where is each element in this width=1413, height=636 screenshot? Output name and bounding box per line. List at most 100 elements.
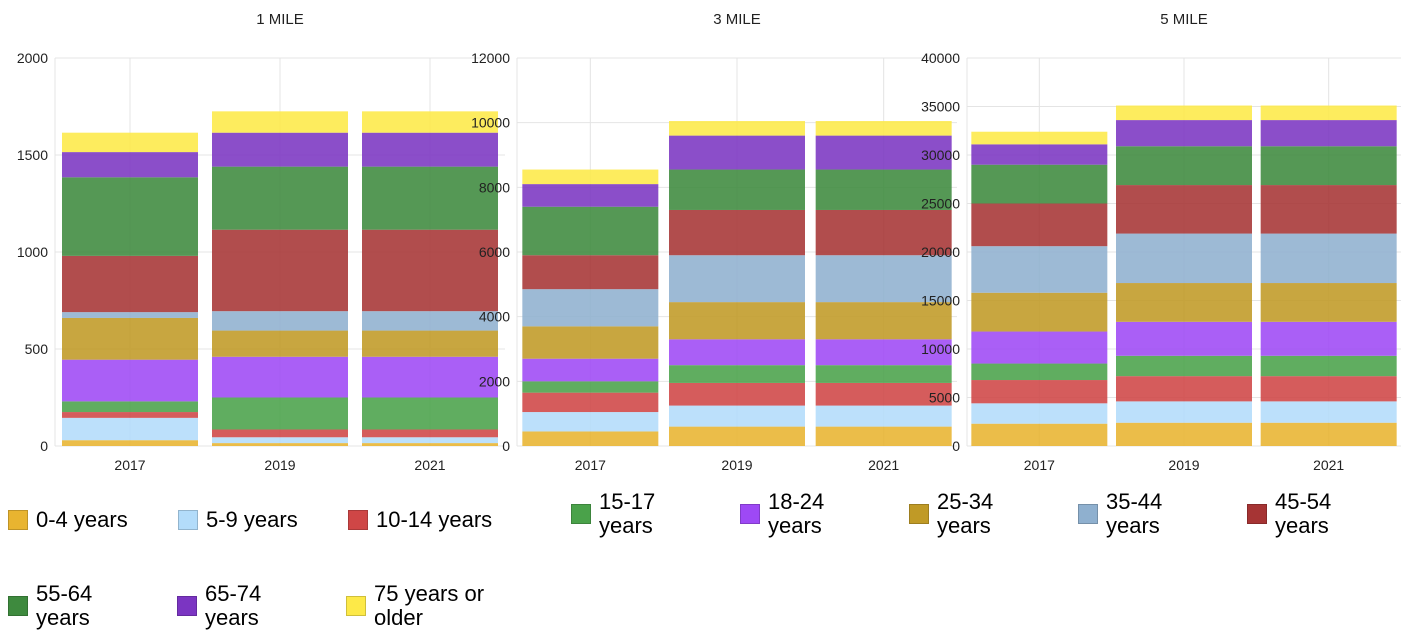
y-tick-label: 1000 [17,244,48,260]
bar-segment: 45-54 years: 420 [212,229,348,312]
bar-segment: 35-44 years: 30 [62,312,198,318]
legend-item-10-14[interactable]: 10-14 years [348,508,492,532]
bar-segment: 25-34 years: 1000 [522,326,659,359]
bar-segment: 10-14 years: 2400 [971,380,1108,404]
y-tick-label: 2000 [479,373,510,389]
bar-segment: 25-34 years: 4000 [1260,283,1397,322]
bar-segment: 75 years or older: 100 [62,132,198,153]
bar-segment: 10-14 years: 700 [669,382,805,406]
bar-segment: 45-54 years: 290 [62,255,198,313]
bar-segment: 45-54 years: 420 [362,229,498,312]
y-tick-label: 12000 [471,50,510,66]
bar-segment: 65-74 years: 2100 [971,144,1108,165]
bar-segment: 0-4 years: 15 [212,443,348,446]
y-tick-label: 2000 [17,50,48,66]
bar-segment: 65-74 years: 700 [522,184,659,207]
chart-panel-3: 5 MILE 0 5000 10000 15000 20000 25000 30000 3500… [921,11,1401,473]
bar-segment: 35-44 years: 4800 [971,246,1108,293]
bar-segment: 55-64 years: 4000 [1116,146,1252,186]
legend-item-45-54[interactable]: 45-54 years [1247,490,1345,538]
chart-title: 5 MILE [1160,11,1208,28]
bar-segment: 15-17 years: 55 [62,401,198,413]
x-tick-label: 2021 [868,457,899,473]
legend-item-15-17[interactable]: 15-17 years [571,490,669,538]
bar-segment: 10-14 years: 40 [362,429,498,438]
bar-segment: 75 years or older: 110 [362,111,498,133]
bar-segment: 5-9 years: 2200 [1260,401,1397,423]
bar-segment: 55-64 years: 1250 [815,169,952,210]
legend-item-35-44[interactable]: 35-44 years [1078,490,1176,538]
x-tick-label: 2019 [264,457,295,473]
legend-item-0-4[interactable]: 0-4 years [8,508,128,532]
bar-segment: 65-74 years: 175 [362,132,498,167]
x-tick-label: 2017 [114,457,145,473]
bar-segment: 55-64 years: 4000 [971,164,1108,204]
x-tick-label: 2021 [1313,457,1344,473]
bar-segment: 45-54 years: 5000 [1260,185,1397,234]
bar-segment: 15-17 years: 2100 [1260,355,1397,377]
bar-segment: 25-34 years: 135 [362,330,498,357]
legend-item-18-24[interactable]: 18-24 years [740,490,838,538]
bar-segment: 5-9 years: 2100 [971,403,1108,424]
bar-segment: 0-4 years: 30 [62,440,198,446]
bar-segment: 25-34 years: 135 [212,330,348,357]
bar-segment: 45-54 years: 1050 [522,255,659,290]
bar-segment: 25-34 years: 4000 [1116,283,1252,322]
legend-label: 18-24 years [768,489,825,538]
bar-segment: 75 years or older: 450 [522,169,659,185]
legend-item-25-34[interactable]: 25-34 years [909,490,1007,538]
bar-segment: 35-44 years: 1450 [669,255,805,303]
bar-segment: 0-4 years: 450 [522,431,659,446]
bar-segment: 55-64 years: 325 [362,166,498,230]
bar-segment: 10-14 years: 700 [815,382,952,406]
bar-segment: 45-54 years: 1400 [669,209,805,256]
bar-segment: 15-17 years: 550 [669,365,805,383]
bar-segment: 15-17 years: 1700 [971,363,1108,381]
legend-item-65-74[interactable]: 65-74 years [177,582,275,630]
bar-segment: 18-24 years: 210 [212,356,348,398]
chart-panel-1: 1 MILE05001000150020000-4 years: 305-9 y… [17,11,505,473]
bar-segment: 10-14 years: 40 [212,429,348,438]
bar-segment: 10-14 years: 2600 [1116,376,1252,402]
legend-item-75-plus[interactable]: 75 years or older [346,582,509,630]
chart-title: 3 MILE [713,11,761,28]
bar-segment: 15-17 years: 2100 [1116,355,1252,377]
y-tick-label: 10000 [921,341,960,357]
x-tick-label: 2017 [1024,457,1055,473]
x-tick-label: 2021 [414,457,445,473]
y-tick-label: 6000 [479,244,510,260]
y-tick-label: 8000 [479,179,510,195]
bar-segment: 5-9 years: 115 [62,417,198,441]
bar-segment: 10-14 years: 2600 [1260,376,1397,402]
legend-item-5-9[interactable]: 5-9 years [178,508,298,532]
bar-segment: 75 years or older: 1500 [1260,105,1397,121]
bar-segment: 18-24 years: 215 [62,359,198,402]
y-tick-label: 5000 [929,390,960,406]
legend-swatch [178,510,198,530]
y-tick-label: 40000 [921,50,960,66]
x-tick-label: 2017 [575,457,606,473]
bar-segment: 45-54 years: 4400 [971,203,1108,247]
bar-segment: 55-64 years: 325 [212,166,348,230]
bar-segment: 75 years or older: 450 [669,121,805,136]
y-tick-label: 0 [40,438,48,454]
bar-segment: 25-34 years: 1150 [815,302,952,340]
bar-segment: 5-9 years: 600 [522,412,659,432]
bar-segment: 65-74 years: 2700 [1260,120,1397,147]
legend-swatch [348,510,368,530]
legend-label: 55-64 years [36,581,93,630]
bar-segment: 15-17 years: 550 [815,365,952,383]
bar-segment: 0-4 years: 2300 [971,423,1108,446]
legend-swatch [177,596,197,616]
bar-segment: 18-24 years: 800 [669,339,805,366]
bar-segment: 25-34 years: 4000 [971,292,1108,332]
legend-label: 45-54 years [1275,489,1332,538]
bar-segment: 15-17 years: 165 [362,397,498,430]
bar-segment: 15-17 years: 165 [212,397,348,430]
bar-segment: 10-14 years: 30 [62,412,198,418]
bar-segment: 18-24 years: 3500 [1260,321,1397,356]
bar-segment: 35-44 years: 100 [212,311,348,331]
y-tick-label: 1500 [17,147,48,163]
legend-item-55-64[interactable]: 55-64 years [8,582,106,630]
